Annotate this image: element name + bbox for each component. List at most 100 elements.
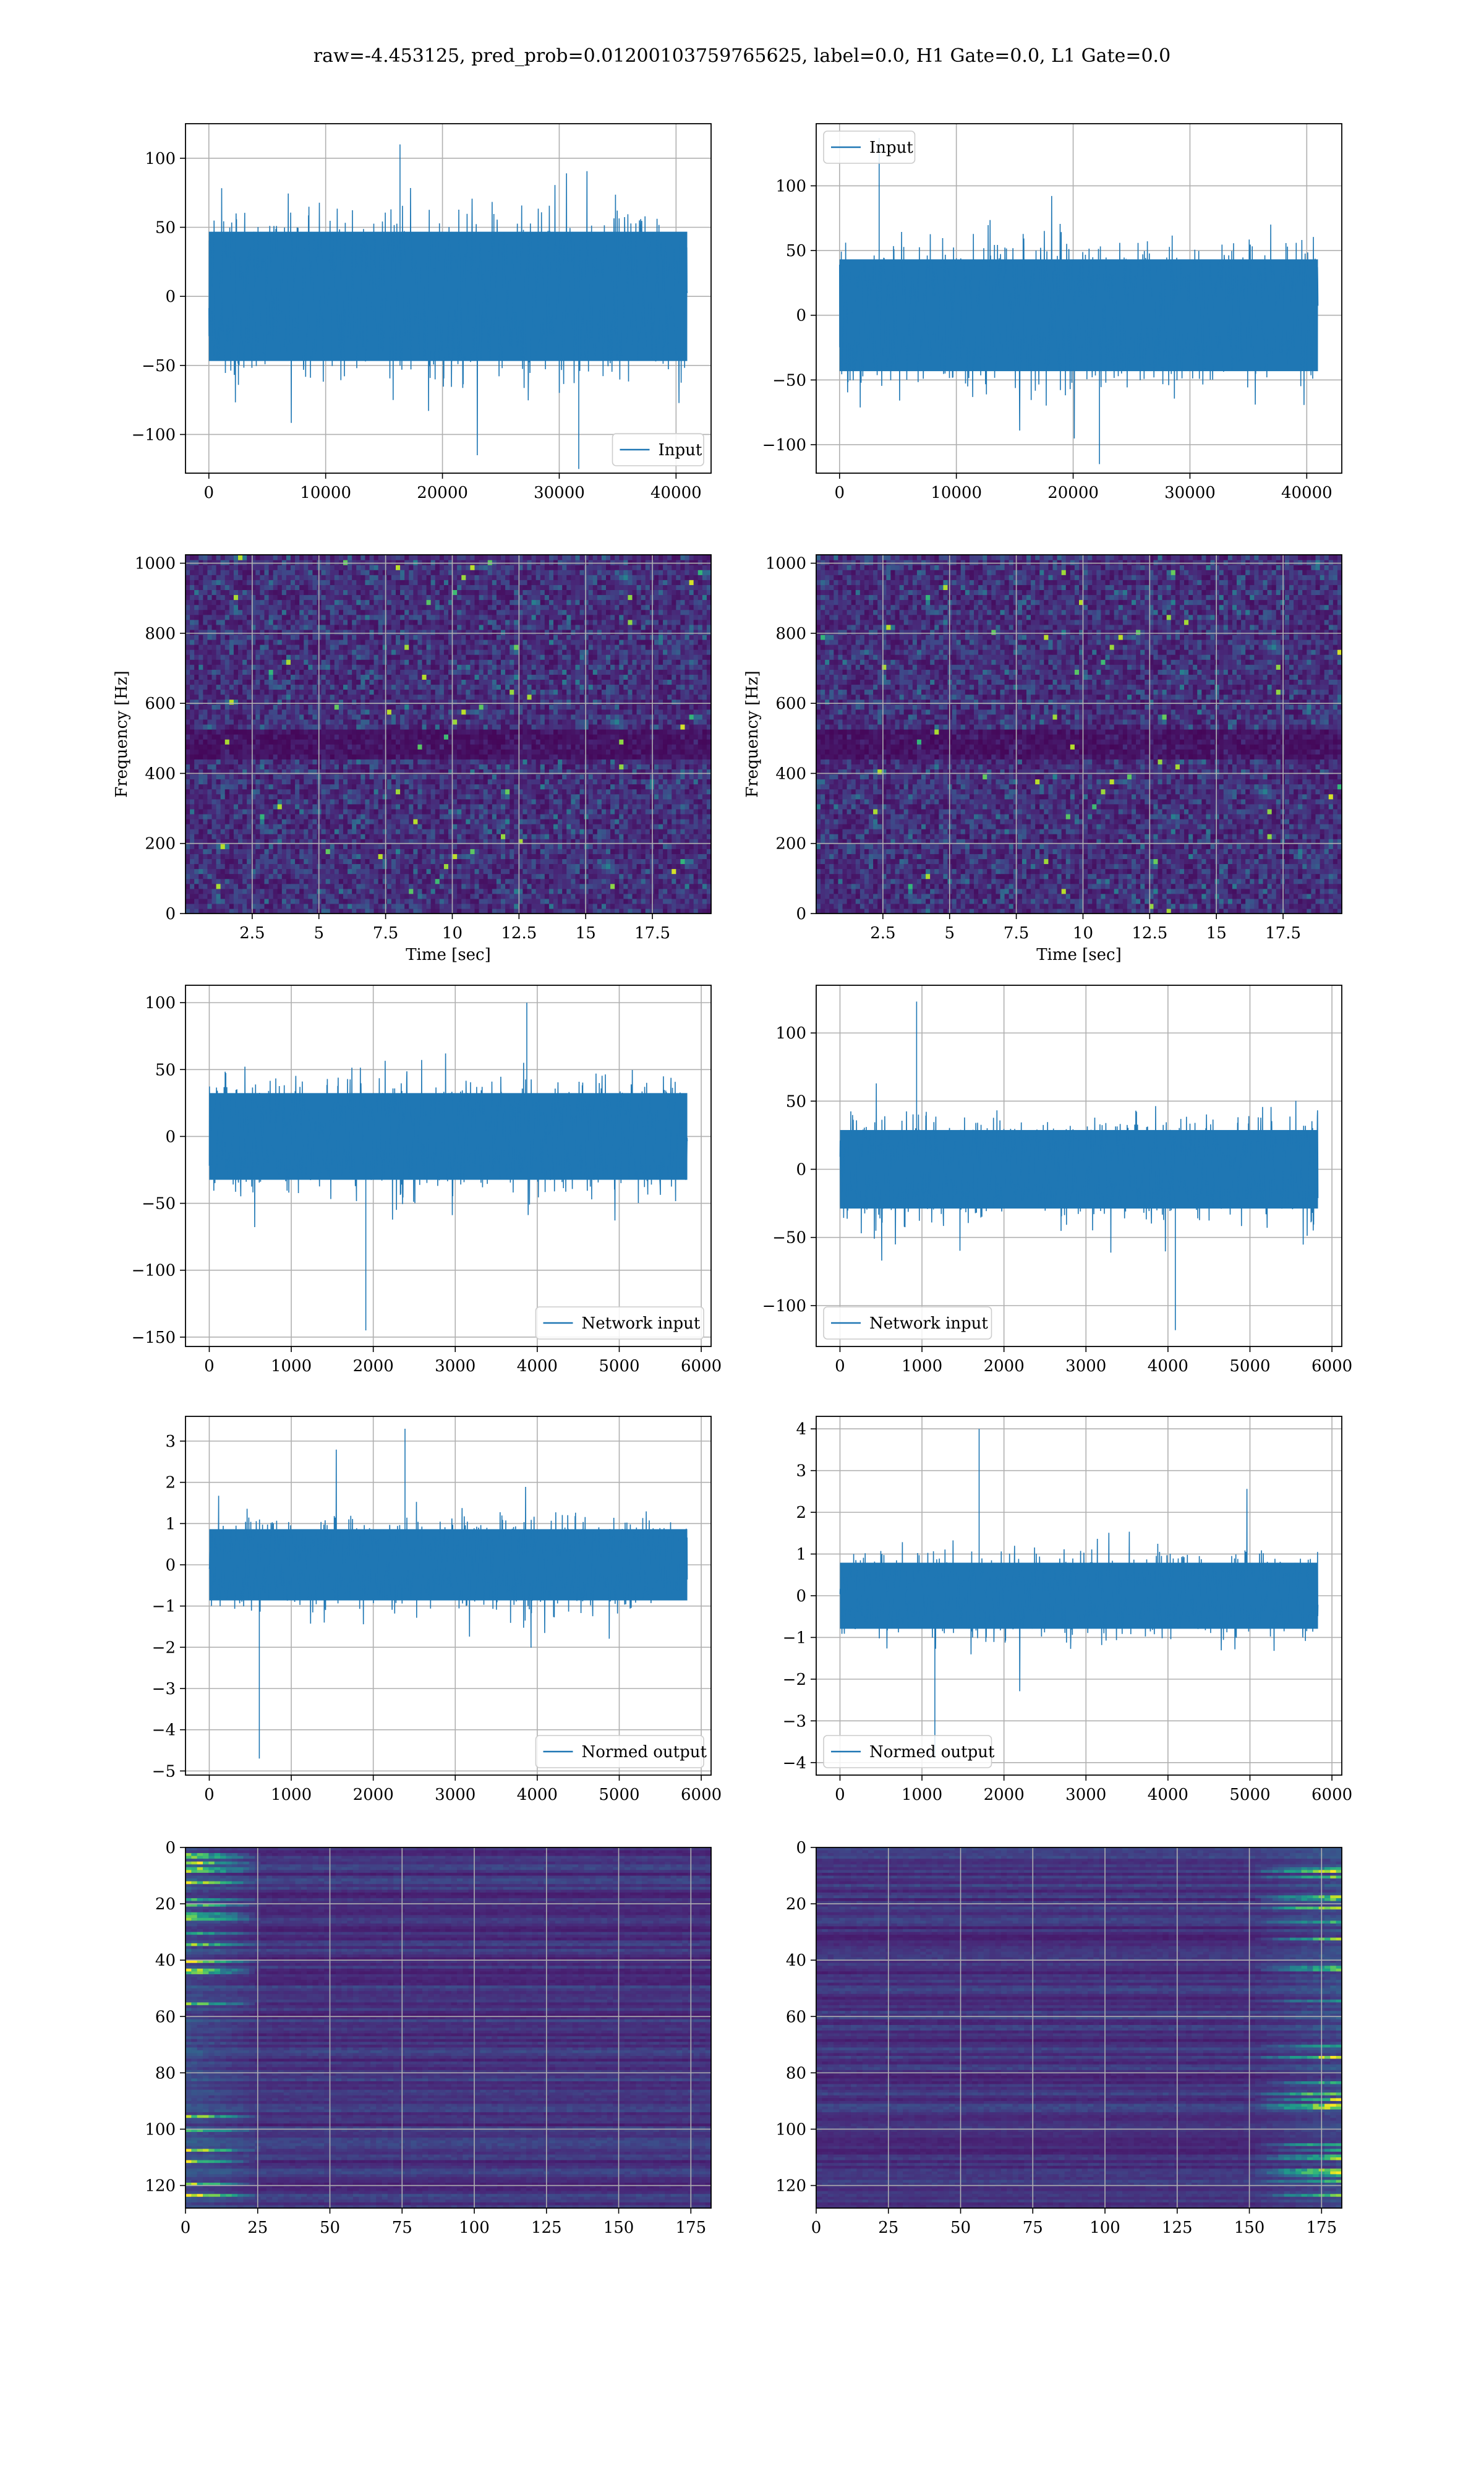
series-0-line [208,1429,688,1759]
x-tick-label: 25 [878,2219,898,2237]
panels: 0 10000 20000 30000 40000−100−50050100Input0… [113,123,1352,2237]
panel-7: 0 1000 2000 3000 4000 5000 6000 −4 −3 −2 −1 0 1 2 3 4 No… [783,1416,1352,1804]
y-tick-label: 1 [796,1546,806,1564]
x-tick-label: 0 [204,1786,215,1804]
y-tick-label: 50 [155,1061,176,1079]
figure-suptitle: raw=-4.453125, pred_prob=0.0120010375976… [313,45,1171,67]
x-tick-label: 3000 [1065,1357,1106,1376]
axes-frame [816,554,1342,914]
x-tick-label: 10000 [931,484,982,502]
y-tick-label: 1000 [135,555,176,573]
x-tick-label: 2000 [353,1786,394,1804]
y-tick-label: 4 [796,1420,806,1439]
y-tick-label: 40 [786,1951,806,1970]
y-tick-label: 100 [775,1024,806,1043]
x-tick-label: 2000 [984,1357,1025,1376]
y-tick-label: −50 [772,371,806,390]
y-tick-label: 400 [145,764,176,783]
x-tick-label: 0 [835,484,845,502]
legend-box [823,1306,992,1340]
axes-frame [185,123,712,474]
legend-label: Network input [869,1314,988,1333]
y-tick-label: 60 [155,2008,176,2026]
axes-frame [185,554,712,914]
x-tick-label: 1000 [271,1786,312,1804]
y-tick-label: 0 [796,1839,806,1857]
x-tick-label: 3000 [435,1786,475,1804]
y-tick-label: −100 [132,426,176,444]
y-tick-label: 600 [145,695,176,713]
x-tick-label: 50 [950,2219,971,2237]
series-0-line [839,1429,1319,1758]
panel-8: 0 25 50 75 100 125 150 175 0 20 40 60 80 100 120 [145,1839,712,2237]
ticks-1: 0 10000 20000 30000 40000 −100 −50 0 50 100 [762,177,1333,502]
x-tick-label: 30000 [1164,484,1216,502]
x-tick-label: 20000 [1047,484,1099,502]
x-axis-label: Time [sec] [406,946,491,964]
y-tick-label: 40 [155,1951,176,1970]
y-tick-label: 0 [796,307,806,325]
y-tick-label: 0 [165,1839,176,1857]
x-tick-label: 100 [1090,2219,1120,2237]
y-tick-label: 3 [796,1462,806,1481]
ticks-6: 0 1000 2000 3000 4000 5000 6000 −5 −4 −3 −2 −1 0 1 2 3 [152,1432,722,1804]
ticks-4: 0 1000 2000 3000 4000 5000 6000 −150 −100 −50 0 50 1… [132,994,722,1376]
x-tick-label: 7.5 [1004,924,1029,943]
legend-4: Network input [535,1306,704,1340]
y-tick-label: −2 [152,1638,176,1657]
x-tick-label: 25 [247,2219,268,2237]
y-tick-label: 1000 [765,555,806,573]
x-tick-label: 0 [181,2219,191,2237]
x-tick-label: 12.5 [501,924,537,943]
x-tick-label: 5 [313,924,324,943]
legend-box [823,1735,992,1768]
y-tick-label: 80 [155,2064,176,2082]
y-tick-label: −1 [783,1629,806,1647]
axes-frame [816,1416,1342,1776]
x-tick-label: 125 [531,2219,562,2237]
heatmap-cells-9 [816,1847,1342,2209]
legend-box [535,1306,704,1340]
y-tick-label: −100 [132,1262,176,1280]
axes-frame [185,1416,712,1776]
x-tick-label: 0 [204,484,215,502]
y-tick-label: −2 [783,1671,806,1689]
x-tick-label: 6000 [681,1786,722,1804]
y-tick-label: 50 [786,1092,806,1111]
x-tick-label: 1000 [271,1357,312,1376]
series-0-line [839,1001,1319,1330]
y-tick-label: 800 [775,625,806,643]
heatmap-cells-8 [186,1847,712,2209]
axes-frame [185,985,712,1347]
x-tick-label: 30000 [534,484,585,502]
x-tick-label: 5000 [1229,1786,1270,1804]
heatmap-cells-3 [816,555,1342,914]
grid-6 [186,1416,711,1775]
y-tick-label: −150 [132,1329,176,1347]
y-tick-label: 20 [155,1895,176,1914]
x-tick-label: 2000 [984,1786,1025,1804]
x-tick-label: 2.5 [870,924,895,943]
x-tick-label: 4000 [1148,1357,1188,1376]
series-0-line [208,1003,688,1330]
x-tick-label: 100 [459,2219,490,2237]
x-tick-label: 3000 [435,1357,475,1376]
y-tick-label: −50 [142,1195,176,1213]
x-tick-label: 15 [576,924,596,943]
x-tick-label: 20000 [417,484,468,502]
y-tick-label: 80 [786,2064,806,2082]
legend-label: Input [869,139,913,157]
y-tick-label: −3 [152,1680,176,1698]
x-tick-label: 175 [1306,2219,1337,2237]
x-tick-label: 150 [603,2219,634,2237]
y-tick-label: −100 [762,1297,806,1316]
y-tick-label: 0 [796,1587,806,1606]
y-tick-label: −100 [762,436,806,455]
legend-7: Normed output [823,1735,995,1768]
y-tick-label: −4 [152,1721,176,1740]
panel-2: 2.5 5 7.5 10 12.5 15 17.5 0 200 400 600 800 1000 Time… [113,554,712,964]
y-tick-label: 200 [145,835,176,854]
x-tick-label: 1000 [902,1357,942,1376]
ticks-9: 0 25 50 75 100 125 150 175 0 20 40 60 80 100 120 [775,1839,1337,2237]
